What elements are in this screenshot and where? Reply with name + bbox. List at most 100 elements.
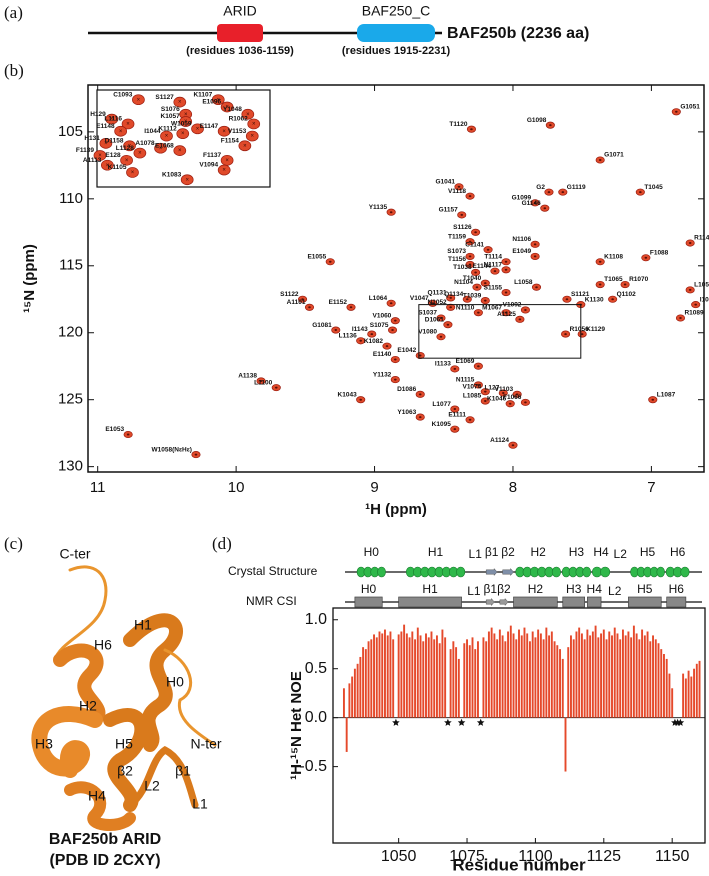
bar [392, 639, 395, 718]
peak-core [470, 128, 473, 131]
panel-label: (a) [4, 3, 23, 22]
bar [474, 649, 477, 718]
y-tick-label: 130 [58, 458, 83, 475]
bar [550, 631, 553, 718]
bar [643, 635, 646, 718]
peak-label: D1086 [397, 386, 417, 393]
bar [559, 649, 561, 718]
y-tick-label: -0.5 [299, 758, 327, 775]
peak-label: T1065 [604, 276, 623, 283]
peak-core [349, 306, 353, 309]
ribbon [123, 613, 183, 752]
peak [133, 147, 147, 159]
element-label: H4 [587, 582, 603, 596]
bar [556, 645, 559, 718]
peak-label: A1078 [135, 140, 155, 147]
peak-label: K1105 [108, 164, 127, 171]
domain-name: BAF250_C [362, 3, 430, 19]
peak-core [126, 433, 130, 436]
peak-core: × [184, 119, 188, 125]
peak-core [391, 329, 394, 332]
peak [173, 145, 187, 156]
peak-label: K1112 [158, 125, 177, 132]
x-tick-label: 11 [90, 479, 106, 496]
bar [611, 635, 613, 718]
peak-label: T1038 [453, 264, 472, 271]
bar [698, 660, 701, 718]
helix-turn [377, 566, 386, 578]
peak-label: G1146 [522, 200, 542, 207]
peak-core: × [184, 112, 188, 118]
element-label: H5 [640, 545, 656, 559]
structure-caption: BAF250b ARID [49, 831, 161, 848]
bar [438, 643, 441, 718]
peak-label: S1037 [418, 310, 437, 317]
bar [537, 629, 540, 718]
peak-label: E1068 [155, 142, 174, 149]
bar [411, 631, 414, 718]
y-tick-label: 0.5 [305, 660, 327, 677]
peak-label: G1051 [680, 104, 700, 111]
bar [351, 676, 354, 718]
peak-label: R1062 [229, 116, 249, 123]
peak-label: N1104 [454, 279, 473, 286]
bar [425, 633, 427, 718]
peak-core [439, 335, 443, 338]
bar [621, 629, 624, 718]
peak-label: W1059 [171, 121, 192, 128]
peak-core [468, 418, 472, 421]
helix-turn [656, 566, 665, 578]
helix [561, 566, 592, 578]
peak-core [644, 256, 648, 259]
bar [632, 625, 635, 718]
bar [515, 639, 518, 718]
structure-cartoon [31, 565, 217, 831]
bar [605, 639, 608, 718]
peak-core [453, 408, 457, 411]
x-tick-label: 10 [228, 479, 245, 496]
peak-label: L127 [484, 385, 499, 392]
bar [403, 624, 406, 718]
peak-label: T1045 [644, 184, 663, 191]
peak-label: L1087 [657, 391, 676, 398]
peak [173, 96, 187, 108]
structure-label: β1 [175, 763, 191, 779]
peak-core: × [138, 151, 142, 157]
peak-label: C1093 [113, 91, 133, 98]
bar [435, 635, 438, 718]
element-label: β2 [501, 545, 515, 559]
peak-core: × [106, 163, 110, 169]
peak-label: S1121 [571, 291, 590, 298]
peak-core: × [178, 148, 182, 154]
element-label: H2 [528, 582, 544, 596]
bar [548, 635, 551, 718]
peak-label: E1069 [456, 358, 475, 365]
peak-label: L1116 [104, 116, 122, 123]
bar [591, 631, 594, 718]
peak-core [504, 311, 508, 314]
peak-label: A1101 [287, 299, 306, 306]
peak-core: × [243, 143, 247, 149]
peak-core [623, 283, 627, 286]
peak-core [694, 303, 697, 306]
peak-core: × [222, 129, 226, 135]
bar [641, 629, 644, 718]
peak-label: L1085 [463, 393, 482, 400]
bar [690, 676, 693, 718]
peak-label: V1080 [418, 328, 437, 335]
y-tick-label: 125 [58, 391, 83, 408]
bar [657, 643, 660, 718]
ribbon [53, 643, 106, 727]
peak-label: K1107 [193, 91, 212, 98]
bar [463, 643, 466, 718]
peak [132, 94, 145, 106]
helix-turn [456, 566, 466, 578]
peak-core [524, 308, 527, 311]
peak-core [385, 345, 389, 348]
peak-core [194, 453, 198, 456]
bar [485, 641, 488, 718]
peak-core [679, 317, 682, 320]
peak-label: E1096 [202, 99, 221, 106]
element-label: H3 [569, 545, 585, 559]
peak-core [477, 365, 480, 368]
